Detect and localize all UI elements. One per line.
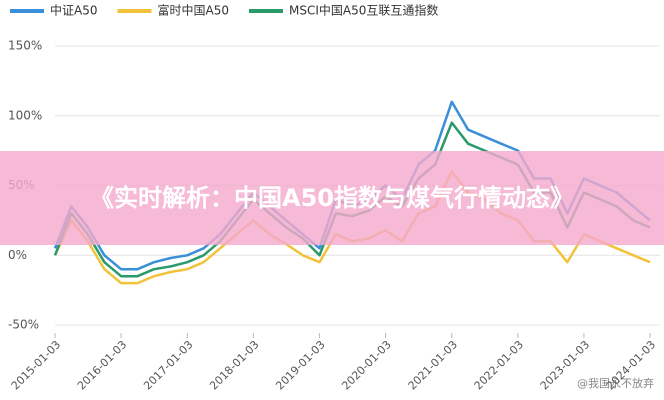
x-tick-label: 2017-01-03 (141, 338, 195, 392)
overlay-title: 《实时解析：中国A50指数与煤气行情动态》 (0, 151, 664, 245)
x-tick-label: 2019-01-03 (273, 338, 327, 392)
x-tick-label: 2020-01-03 (339, 338, 393, 392)
legend-label: MSCI中国A50互联互通指数 (289, 3, 438, 18)
legend-label: 富时中国A50 (157, 3, 228, 18)
y-tick-label: 100% (8, 108, 42, 122)
y-tick-label: -50% (8, 318, 39, 332)
y-tick-label: 0% (8, 248, 27, 262)
legend-label: 中证A50 (50, 3, 97, 18)
x-tick-label: 2016-01-03 (75, 338, 129, 392)
watermark: @我国永不放弃 (577, 376, 654, 390)
x-tick-label: 2021-01-03 (406, 338, 460, 392)
y-tick-label: 150% (8, 39, 42, 53)
x-tick-label: 2018-01-03 (207, 338, 261, 392)
x-tick-label: 2022-01-03 (472, 338, 526, 392)
x-tick-label: 2015-01-03 (9, 338, 63, 392)
